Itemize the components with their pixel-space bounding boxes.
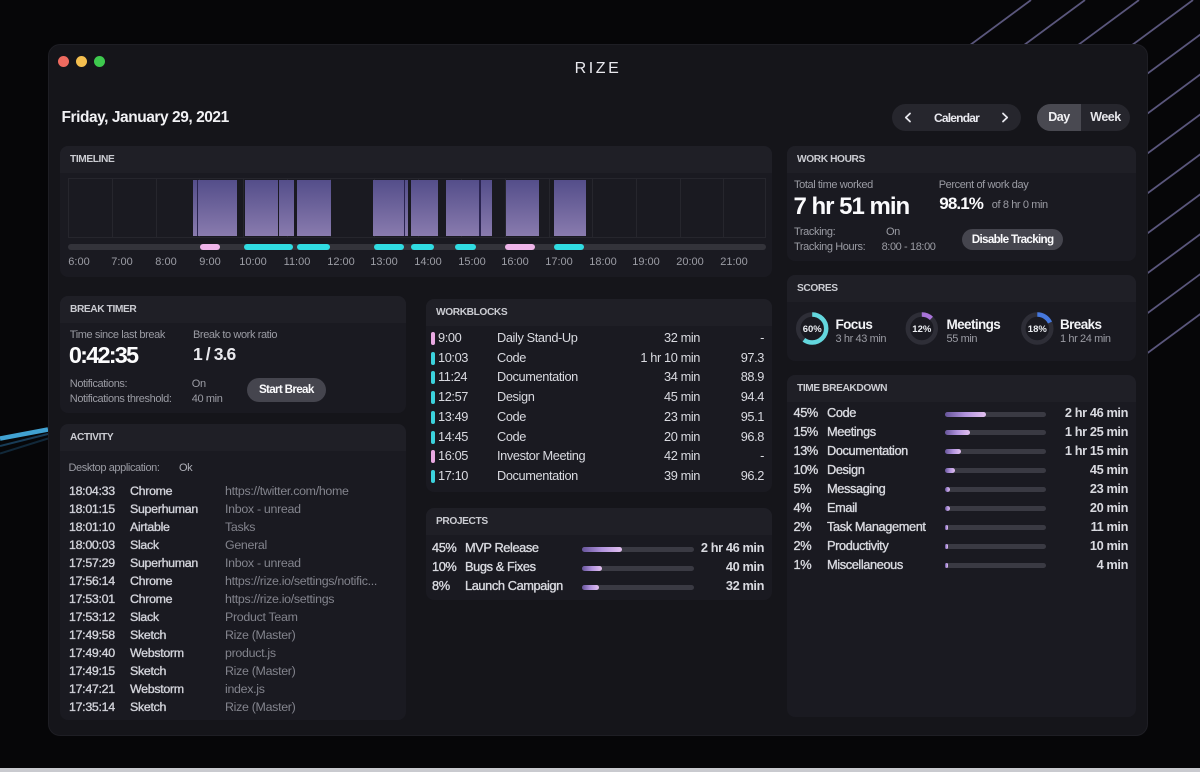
svg-text:60%: 60%: [803, 324, 823, 335]
svg-text:18%: 18%: [1028, 324, 1048, 335]
svg-text:12%: 12%: [912, 324, 932, 335]
